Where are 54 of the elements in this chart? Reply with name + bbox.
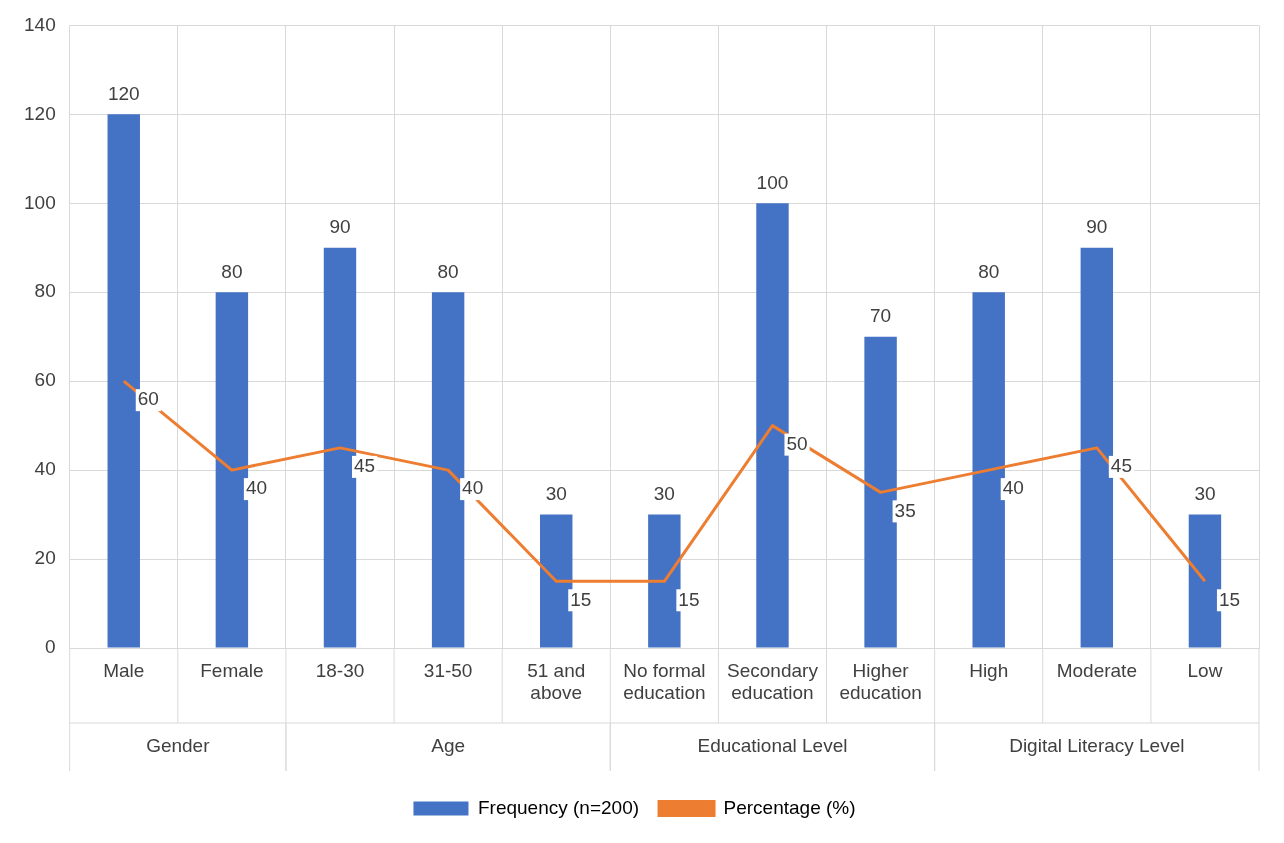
x-tick-label: Male: [103, 659, 145, 681]
x-tick-label: High: [969, 659, 1009, 681]
y-tick-label: 20: [34, 547, 56, 569]
x-tick-label: 31-50: [423, 659, 473, 681]
y-tick-label: 120: [24, 102, 56, 124]
bar: [972, 292, 1005, 648]
data-label: 90: [329, 216, 351, 238]
x-tick-label: Female: [200, 659, 264, 681]
y-tick-label: 40: [34, 458, 56, 480]
text: Educational Level: [697, 735, 848, 757]
x-tick-label: Higher education: [839, 659, 922, 704]
y-tick-label: 140: [24, 13, 56, 35]
data-label: 45: [1110, 455, 1132, 477]
data-label: 15: [1218, 588, 1241, 610]
text: Age: [431, 735, 466, 757]
bar: [864, 336, 897, 648]
data-label: 60: [137, 388, 159, 410]
data-label: 50: [786, 432, 808, 454]
x-tick-label: Secondary education: [727, 659, 819, 704]
legend-label: Percentage (%): [723, 796, 856, 818]
data-label: 40: [1002, 477, 1024, 499]
legend-label: Frequency (n=200): [477, 796, 640, 818]
y-tick-label: 100: [24, 191, 56, 213]
y-tick-label: 80: [34, 280, 56, 302]
data-label: 15: [678, 588, 700, 610]
y-tick-label: 0: [45, 636, 56, 658]
data-label: 35: [894, 499, 916, 521]
text: Digital Literacy Level: [1009, 735, 1185, 757]
x-tick-label: 51 and above: [527, 659, 586, 704]
data-label: 45: [354, 455, 376, 477]
x-tick-label: Moderate: [1056, 659, 1137, 681]
y-tick-label: 60: [34, 369, 56, 391]
bar: [756, 203, 789, 648]
data-label: 30: [545, 483, 567, 505]
bar: [540, 514, 573, 648]
data-label: 100: [756, 172, 789, 194]
x-tick-label: 18-30: [315, 659, 365, 681]
data-label: 40: [245, 477, 268, 499]
data-label: 40: [462, 477, 484, 499]
data-label: 120: [107, 83, 140, 105]
data-label: 80: [437, 260, 459, 282]
data-label: 80: [221, 260, 243, 282]
bar: [648, 514, 681, 648]
data-label: 30: [1194, 483, 1216, 505]
data-label: 70: [870, 305, 892, 327]
data-label: 90: [1086, 216, 1108, 238]
text: Gender: [146, 735, 211, 757]
x-tick-label: No formal education: [623, 659, 706, 704]
bar: [107, 114, 140, 648]
bar: [1188, 514, 1222, 648]
x-tick-label: Low: [1187, 659, 1223, 681]
data-label: 30: [653, 483, 675, 505]
data-label: 15: [570, 588, 592, 610]
data-label: 80: [978, 260, 1000, 282]
